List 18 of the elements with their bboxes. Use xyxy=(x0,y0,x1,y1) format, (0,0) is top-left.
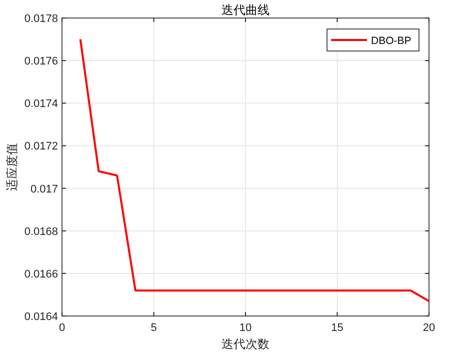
y-axis-title: 适应度值 xyxy=(5,143,19,191)
x-tick-label: 10 xyxy=(239,322,252,334)
y-tick-label: 0.0174 xyxy=(24,98,58,110)
x-axis-title: 迭代次数 xyxy=(222,337,270,351)
legend: DBO-BP xyxy=(326,28,420,52)
y-tick-label: 0.017 xyxy=(30,183,58,196)
y-tick-label: 0.0168 xyxy=(24,226,58,238)
y-tick-label: 0.0178 xyxy=(24,13,58,25)
y-tick-label: 0.0176 xyxy=(24,56,58,68)
y-tick-label: 0.0172 xyxy=(24,140,58,153)
legend-label: DBO-BP xyxy=(371,35,412,47)
x-tick-label: 5 xyxy=(150,322,157,334)
y-tick-label: 0.0164 xyxy=(24,311,58,323)
x-tick-label: 20 xyxy=(422,322,436,334)
x-tick-label: 15 xyxy=(331,322,344,334)
chart-title: 迭代曲线 xyxy=(222,3,270,17)
y-tick-label: 0.0166 xyxy=(24,268,58,280)
x-tick-label: 0 xyxy=(58,322,66,334)
